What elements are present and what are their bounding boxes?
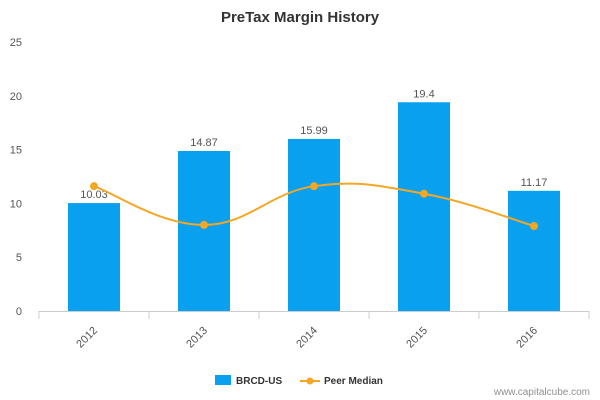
x-axis: 2012 2013 2014 2015 2016 [38,311,590,351]
bar-2015[interactable] [398,102,450,311]
legend[interactable]: BRCD-US Peer Median [215,375,383,387]
y-tick-label: 0 [16,306,22,318]
legend-swatch-brcd [215,375,231,385]
bar-2012[interactable] [68,203,120,311]
peer-median-point-2014[interactable] [310,182,318,191]
peer-median-series [90,182,538,230]
x-tick-label: 2013 [184,325,210,351]
credit-text: www.capitalcube.com [493,387,590,398]
bar-data-label: 14.87 [190,137,218,149]
peer-median-point-2013[interactable] [200,220,208,229]
bar-data-label: 15.99 [300,125,328,137]
y-tick-label: 10 [10,198,22,210]
bar-data-labels: 10.03 14.87 15.99 19.4 11.17 [80,88,547,201]
x-tick-label: 2012 [74,325,100,351]
bars-series [68,102,560,311]
chart-title: PreTax Margin History [221,9,380,26]
x-tick-label: 2015 [404,325,430,351]
peer-median-point-2016[interactable] [530,221,538,230]
y-axis: 0 5 10 15 20 25 [10,37,22,318]
bar-data-label: 11.17 [521,177,548,189]
y-tick-label: 5 [16,252,22,264]
y-tick-label: 15 [10,145,22,157]
y-tick-label: 25 [10,37,22,49]
legend-label-brcd: BRCD-US [236,376,282,387]
peer-median-point-2015[interactable] [420,189,428,198]
bar-2014[interactable] [288,138,340,311]
legend-label-peer: Peer Median [324,376,383,387]
x-tick-label: 2014 [294,325,320,351]
bar-2016[interactable] [508,190,560,311]
bar-2013[interactable] [178,150,230,311]
x-tick-label: 2016 [514,325,540,351]
peer-median-point-2012[interactable] [90,182,98,191]
bar-data-label: 19.4 [413,88,434,100]
legend-swatch-peer-marker [306,377,314,385]
y-tick-label: 20 [10,91,22,103]
bar-data-label: 10.03 [80,189,108,201]
